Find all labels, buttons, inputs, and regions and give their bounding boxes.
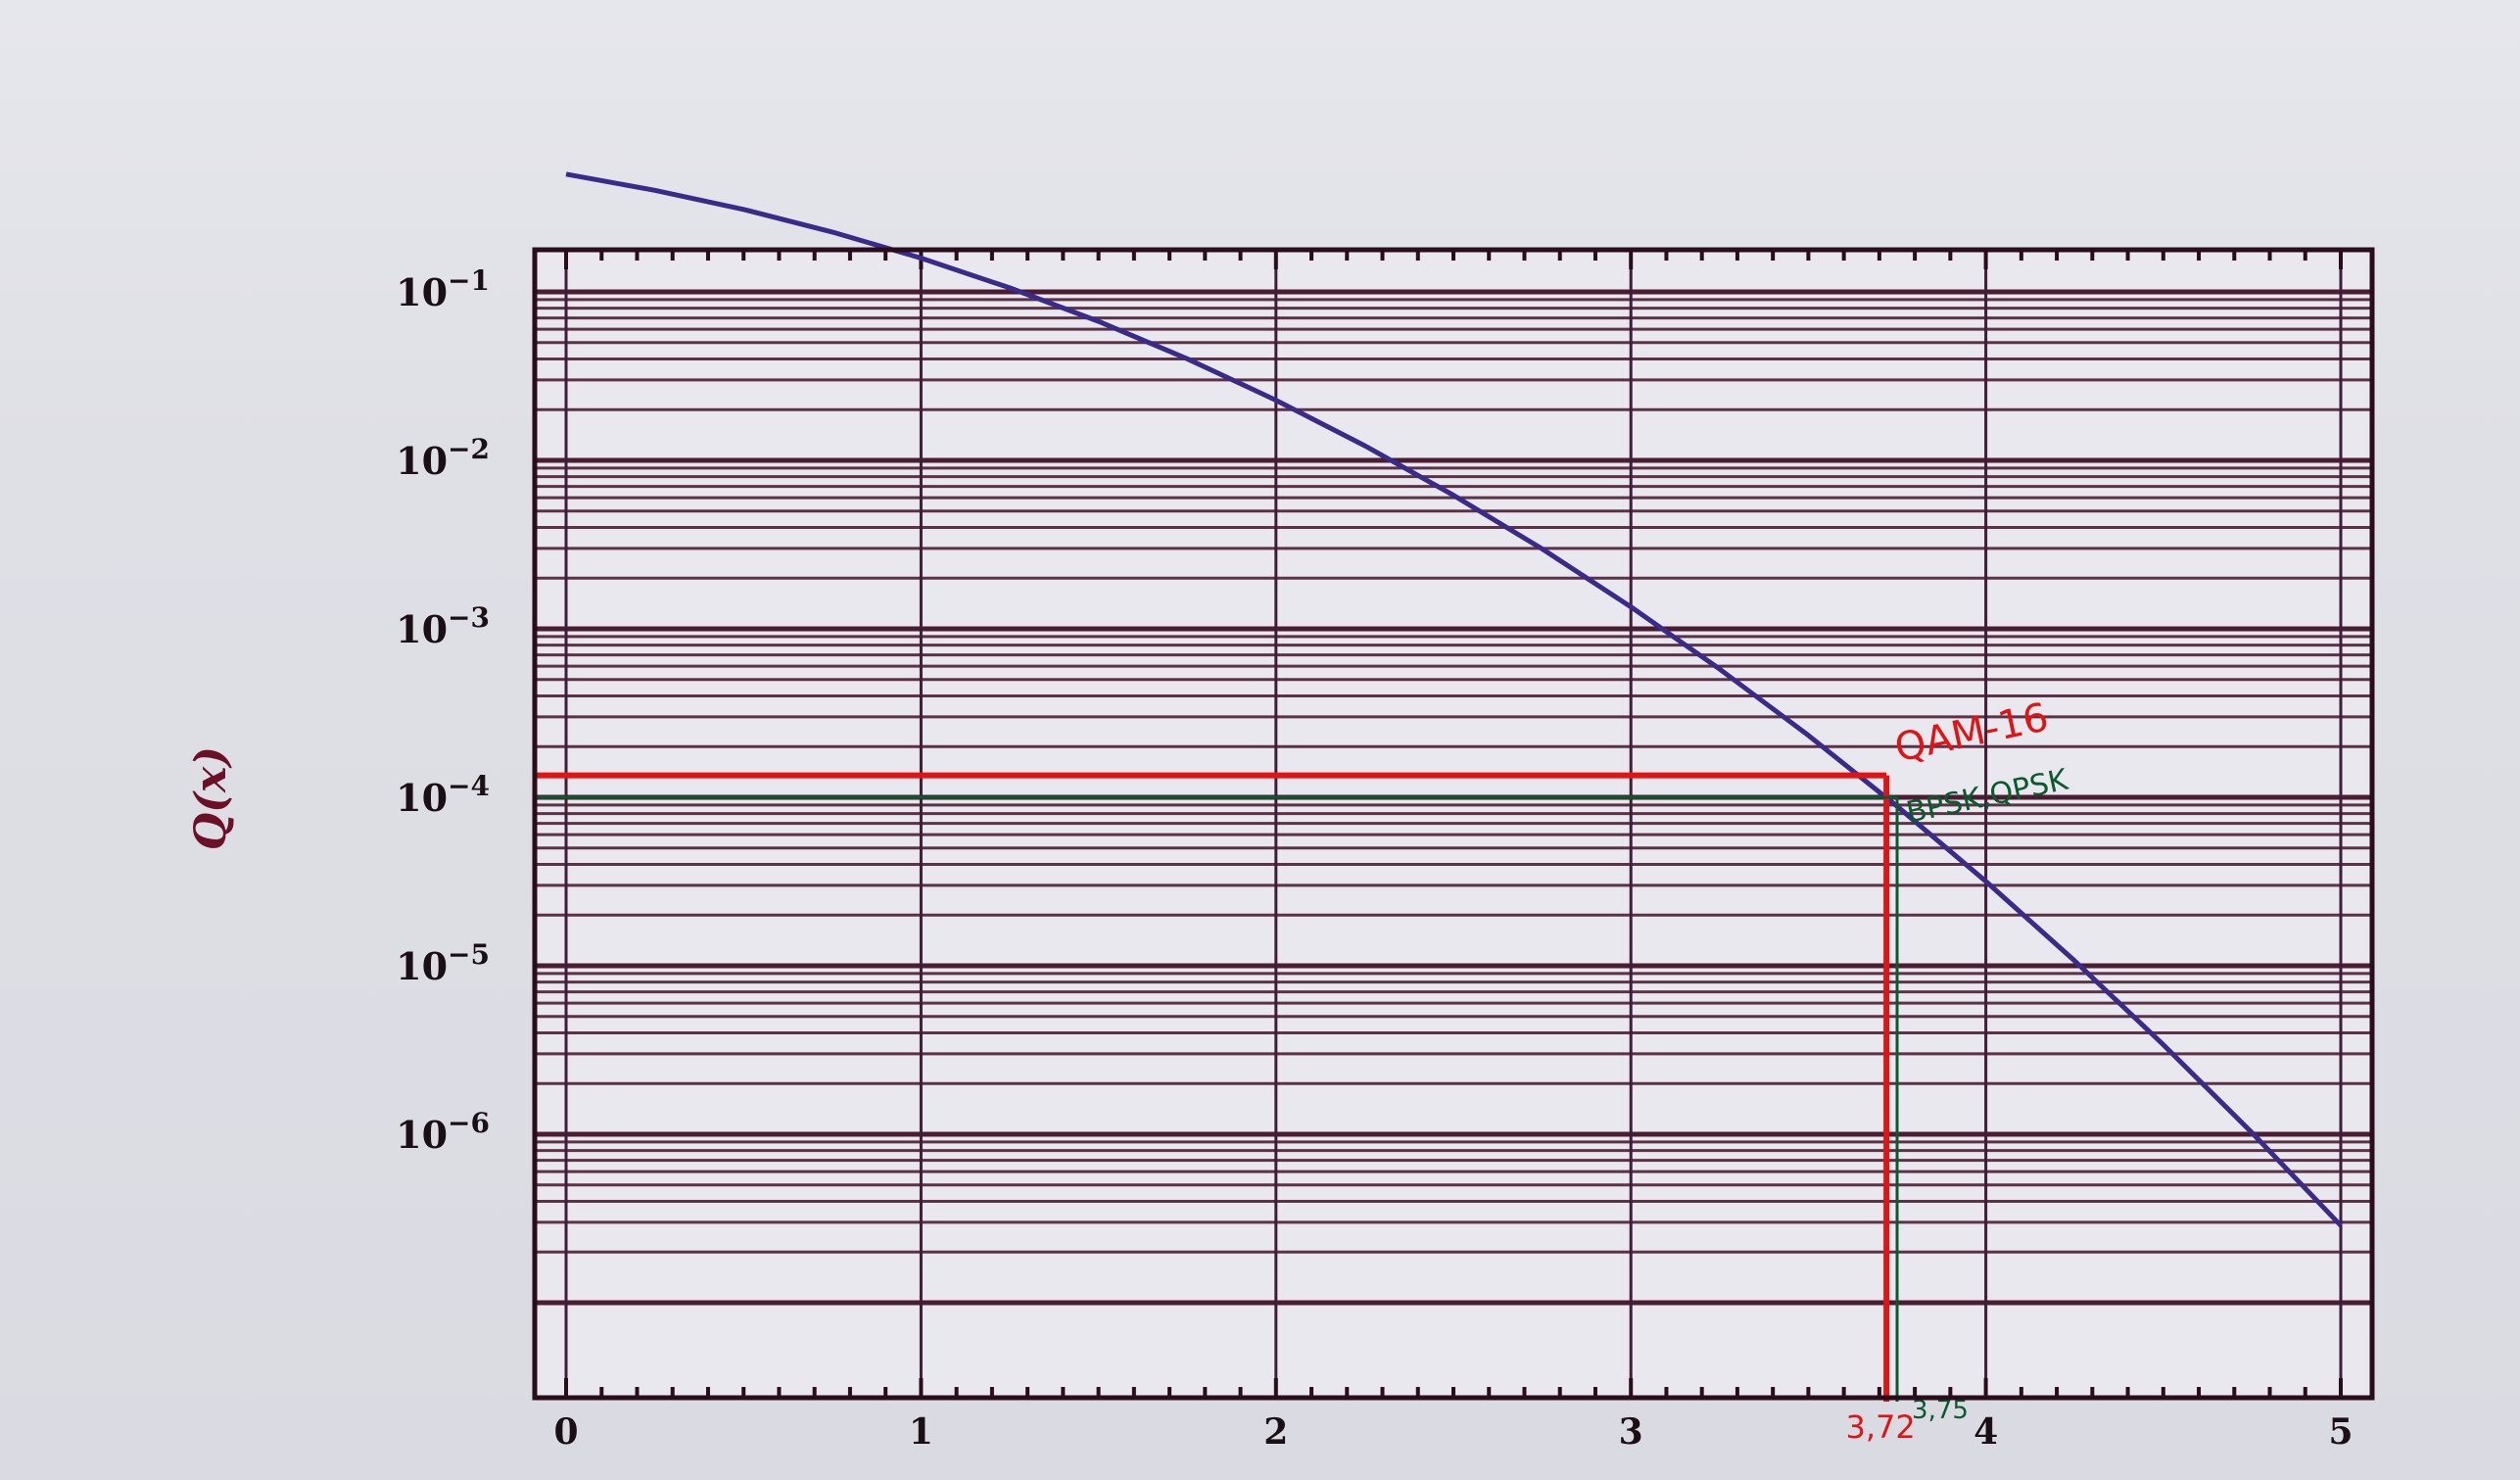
x-tick-label: 5 (2328, 1411, 2353, 1453)
y-tick-label: 10−3 (396, 601, 490, 651)
q-function-curve (565, 171, 2343, 1227)
y-tick-labels: 10−1 10−2 10−3 10−4 10−5 10−6 (396, 264, 490, 1157)
x-tick-label: 3 (1619, 1411, 1643, 1453)
x-tick-labels: 0 1 2 3 4 5 (553, 1411, 2353, 1453)
y-tick-label: 10−4 (396, 770, 490, 820)
x-tick-label: 0 (553, 1411, 578, 1453)
annotation-x-value: 3,75 (1912, 1396, 1969, 1425)
y-tick-label: 10−2 (396, 433, 490, 483)
y-tick-label: 10−6 (396, 1107, 490, 1157)
x-tick-label: 2 (1263, 1411, 1288, 1453)
q-function-line (565, 171, 2343, 1227)
major-grid (535, 250, 2372, 1398)
x-tick-label: 1 (909, 1411, 933, 1453)
y-axis-label: Q(x) (186, 746, 236, 850)
minor-grid (535, 298, 2372, 1254)
y-tick-label: 10−5 (396, 938, 490, 988)
y-tick-label: 10−1 (396, 264, 490, 314)
x-tick-label: 4 (1973, 1411, 1998, 1453)
annotation-x-value: 3,72 (1846, 1408, 1916, 1446)
plot-frame (532, 247, 2375, 1401)
